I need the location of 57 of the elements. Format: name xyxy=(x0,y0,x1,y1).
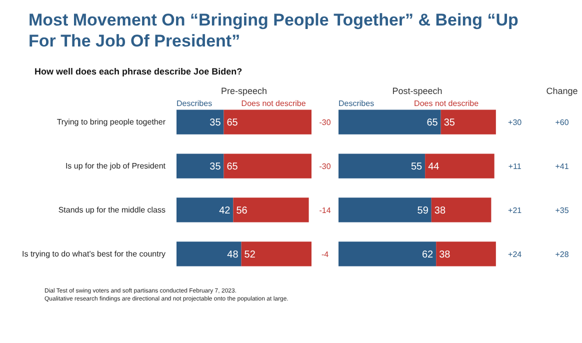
bar xyxy=(338,110,441,134)
data-label: 44 xyxy=(428,162,440,173)
annotation: +21 xyxy=(508,206,522,215)
series-label: Describes xyxy=(338,99,374,108)
annotation: +35 xyxy=(555,206,570,215)
bar xyxy=(224,154,312,178)
bar xyxy=(241,242,312,266)
data-label: 35 xyxy=(444,118,456,129)
y-tick-label: Is up for the job of President xyxy=(65,162,166,171)
annotation: -30 xyxy=(319,118,332,128)
series-label: Does not describe xyxy=(414,99,480,108)
data-label: 65 xyxy=(226,118,238,129)
data-label: 48 xyxy=(227,249,239,260)
data-label: 38 xyxy=(439,249,451,260)
annotation: -14 xyxy=(319,206,332,215)
y-tick-label: Stands up for the middle class xyxy=(58,205,166,214)
bar xyxy=(436,242,496,266)
data-label: 35 xyxy=(210,118,222,129)
bar xyxy=(176,242,242,266)
data-label: 35 xyxy=(210,162,222,173)
data-label: 56 xyxy=(236,205,248,216)
bar xyxy=(176,198,234,222)
data-label: 38 xyxy=(434,205,446,216)
annotation: -4 xyxy=(321,250,330,259)
bar xyxy=(431,198,492,222)
bar xyxy=(440,110,496,134)
bar xyxy=(338,198,432,222)
x-axis-title: Pre-speech xyxy=(220,86,268,96)
bar xyxy=(176,154,224,178)
series-label: Describes xyxy=(176,99,212,108)
annotation: -30 xyxy=(319,162,332,172)
bar xyxy=(338,154,426,178)
data-label: 55 xyxy=(410,162,423,173)
bar xyxy=(338,242,436,266)
bar xyxy=(233,198,309,222)
chart-subtitle: How well does each phrase describe Joe Biden? xyxy=(34,66,242,76)
x-axis-title: Post-speech xyxy=(392,86,442,96)
data-label: 52 xyxy=(244,249,256,260)
bar xyxy=(176,110,224,134)
annotation: +60 xyxy=(555,118,570,128)
series-label: Does not describe xyxy=(241,99,306,108)
data-label: 65 xyxy=(426,118,438,129)
annotation: +11 xyxy=(508,162,522,172)
annotation: +30 xyxy=(508,118,522,128)
annotation: +28 xyxy=(555,250,570,259)
data-label: 65 xyxy=(226,162,238,173)
data-label: 59 xyxy=(417,205,429,216)
data-label: 42 xyxy=(219,205,231,216)
y-tick-label: Is trying to do what’s best for the country xyxy=(22,249,166,258)
annotation: Change xyxy=(546,86,578,96)
chart-title: Most Movement On “Bringing People Together” & Being “Up For The Job Of President” xyxy=(28,10,518,50)
y-tick-label: Trying to bring people together xyxy=(56,118,166,127)
bar xyxy=(425,154,494,178)
data-label: 62 xyxy=(422,249,434,260)
annotation: +41 xyxy=(555,162,570,172)
annotation: +24 xyxy=(508,250,522,259)
bar xyxy=(224,110,312,134)
